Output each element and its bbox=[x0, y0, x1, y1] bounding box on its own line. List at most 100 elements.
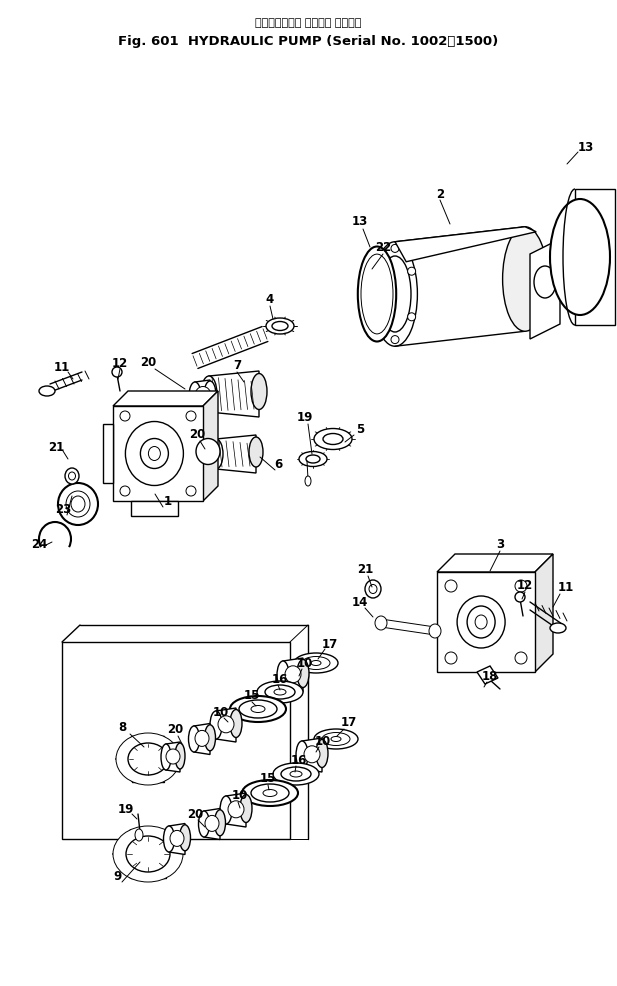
Ellipse shape bbox=[273, 763, 319, 785]
Polygon shape bbox=[575, 190, 615, 325]
Ellipse shape bbox=[277, 662, 289, 689]
Ellipse shape bbox=[445, 653, 457, 665]
Ellipse shape bbox=[201, 377, 217, 412]
Text: ハイドロリック ポンプ（ 通用号機: ハイドロリック ポンプ（ 通用号機 bbox=[255, 18, 361, 28]
Polygon shape bbox=[195, 381, 210, 412]
Ellipse shape bbox=[257, 681, 303, 703]
Ellipse shape bbox=[365, 581, 381, 599]
Ellipse shape bbox=[230, 710, 242, 738]
Ellipse shape bbox=[66, 491, 90, 518]
Text: 17: 17 bbox=[322, 638, 338, 651]
Ellipse shape bbox=[391, 336, 399, 344]
Text: 7: 7 bbox=[233, 359, 241, 372]
Ellipse shape bbox=[467, 606, 495, 638]
Ellipse shape bbox=[58, 483, 98, 526]
Ellipse shape bbox=[263, 790, 277, 797]
Polygon shape bbox=[216, 436, 256, 473]
Ellipse shape bbox=[141, 439, 168, 469]
Ellipse shape bbox=[218, 716, 234, 733]
Polygon shape bbox=[395, 228, 536, 262]
Ellipse shape bbox=[161, 744, 171, 770]
Polygon shape bbox=[203, 391, 218, 502]
Text: 10: 10 bbox=[315, 735, 331, 747]
Ellipse shape bbox=[369, 585, 377, 594]
Ellipse shape bbox=[189, 383, 201, 410]
Text: 13: 13 bbox=[352, 215, 368, 229]
Ellipse shape bbox=[215, 810, 225, 836]
Ellipse shape bbox=[71, 497, 85, 513]
Ellipse shape bbox=[274, 689, 286, 695]
Polygon shape bbox=[169, 823, 185, 855]
Polygon shape bbox=[437, 573, 535, 672]
Text: 15: 15 bbox=[244, 689, 260, 702]
Ellipse shape bbox=[379, 256, 411, 332]
Ellipse shape bbox=[209, 440, 223, 469]
Text: 5: 5 bbox=[356, 423, 364, 436]
Ellipse shape bbox=[199, 811, 210, 837]
Ellipse shape bbox=[251, 784, 289, 803]
Ellipse shape bbox=[195, 387, 211, 405]
Ellipse shape bbox=[251, 706, 265, 713]
Ellipse shape bbox=[112, 368, 122, 378]
Ellipse shape bbox=[290, 771, 302, 777]
Ellipse shape bbox=[204, 725, 215, 751]
Ellipse shape bbox=[503, 228, 547, 332]
Text: 20: 20 bbox=[167, 723, 183, 736]
Ellipse shape bbox=[475, 615, 487, 629]
Text: 23: 23 bbox=[55, 503, 71, 516]
Text: 1: 1 bbox=[164, 495, 172, 508]
Polygon shape bbox=[530, 240, 560, 339]
Ellipse shape bbox=[534, 267, 556, 299]
Text: 10: 10 bbox=[297, 657, 313, 669]
Ellipse shape bbox=[296, 741, 308, 769]
Ellipse shape bbox=[205, 815, 219, 831]
Ellipse shape bbox=[297, 660, 309, 688]
Ellipse shape bbox=[242, 780, 298, 807]
Text: 9: 9 bbox=[113, 870, 121, 882]
Ellipse shape bbox=[323, 434, 343, 445]
Text: 4: 4 bbox=[266, 293, 274, 307]
Ellipse shape bbox=[120, 486, 130, 497]
Ellipse shape bbox=[228, 801, 244, 818]
Polygon shape bbox=[113, 406, 203, 502]
Ellipse shape bbox=[314, 429, 352, 450]
Ellipse shape bbox=[373, 243, 417, 347]
Ellipse shape bbox=[429, 624, 441, 638]
Ellipse shape bbox=[331, 737, 341, 741]
Ellipse shape bbox=[358, 247, 396, 342]
Ellipse shape bbox=[116, 734, 180, 785]
Ellipse shape bbox=[316, 740, 328, 768]
Ellipse shape bbox=[196, 439, 220, 465]
Ellipse shape bbox=[65, 468, 79, 484]
Ellipse shape bbox=[195, 731, 209, 746]
Polygon shape bbox=[535, 554, 553, 672]
Ellipse shape bbox=[375, 314, 383, 321]
Text: 20: 20 bbox=[189, 428, 205, 441]
Ellipse shape bbox=[550, 200, 610, 316]
Ellipse shape bbox=[128, 743, 168, 775]
Polygon shape bbox=[103, 425, 113, 483]
Ellipse shape bbox=[189, 727, 199, 752]
Text: 21: 21 bbox=[48, 441, 64, 454]
Ellipse shape bbox=[175, 743, 185, 769]
Ellipse shape bbox=[120, 411, 130, 422]
Ellipse shape bbox=[113, 826, 183, 882]
Ellipse shape bbox=[249, 438, 263, 467]
Text: 20: 20 bbox=[140, 356, 156, 369]
Polygon shape bbox=[437, 554, 553, 573]
Ellipse shape bbox=[186, 486, 196, 497]
Ellipse shape bbox=[265, 685, 295, 699]
Ellipse shape bbox=[164, 826, 175, 852]
Ellipse shape bbox=[240, 795, 252, 822]
Text: 18: 18 bbox=[482, 669, 498, 683]
Text: 16: 16 bbox=[291, 753, 307, 767]
Ellipse shape bbox=[302, 657, 330, 669]
Text: 12: 12 bbox=[112, 357, 128, 370]
Polygon shape bbox=[113, 391, 218, 406]
Polygon shape bbox=[216, 708, 236, 742]
Polygon shape bbox=[302, 739, 322, 772]
Polygon shape bbox=[283, 659, 303, 692]
Text: 11: 11 bbox=[558, 581, 574, 594]
Ellipse shape bbox=[294, 654, 338, 673]
Text: 8: 8 bbox=[118, 721, 126, 734]
